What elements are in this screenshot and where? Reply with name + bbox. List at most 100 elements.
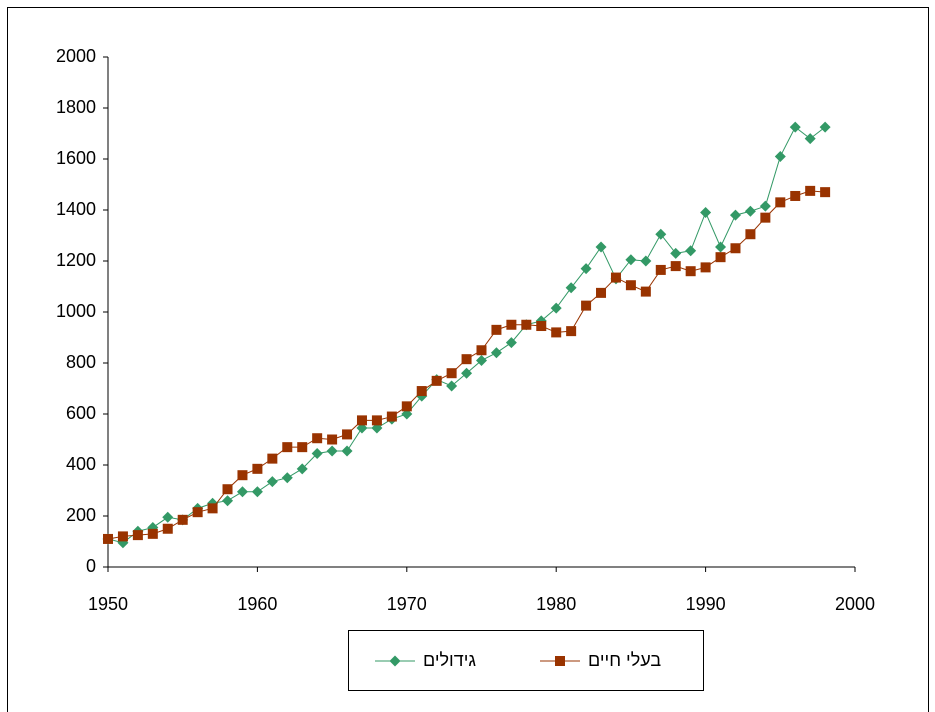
marker-square	[342, 429, 353, 440]
marker-square	[416, 386, 427, 397]
series-line	[107, 126, 826, 544]
marker-square	[596, 287, 607, 298]
marker-square	[790, 190, 801, 201]
legend-label: בעלי חיים	[588, 650, 661, 670]
marker-diamond	[389, 655, 401, 667]
marker-square	[730, 243, 741, 254]
marker-square	[610, 272, 621, 283]
y-tick-label: 1200	[56, 250, 96, 270]
marker-diamond	[341, 445, 353, 457]
marker-square	[147, 528, 158, 539]
x-tick-label: 1950	[88, 594, 128, 614]
marker-diamond	[476, 354, 487, 366]
marker-square	[461, 354, 472, 365]
y-tick-label: 1800	[56, 97, 96, 117]
y-tick-label: 1000	[56, 301, 96, 321]
marker-diamond	[550, 302, 562, 314]
marker-square	[775, 197, 786, 208]
x-tick-label: 2000	[835, 594, 875, 614]
marker-diamond	[625, 254, 637, 266]
marker-diamond	[490, 347, 502, 359]
marker-square	[103, 533, 113, 544]
marker-square	[117, 531, 128, 542]
x-tick-label: 1990	[686, 594, 726, 614]
marker-diamond	[789, 121, 801, 133]
marker-diamond	[685, 245, 697, 257]
marker-square	[536, 321, 547, 332]
marker-square	[267, 453, 278, 464]
y-tick-label: 400	[66, 454, 96, 474]
marker-square	[685, 266, 696, 277]
marker-diamond	[715, 241, 727, 253]
marker-diamond	[774, 150, 786, 162]
x-tick-label: 1960	[237, 594, 277, 614]
marker-diamond	[744, 205, 756, 217]
marker-square	[566, 326, 577, 337]
marker-square	[446, 368, 457, 379]
y-tick-label: 1400	[56, 199, 96, 219]
marker-square	[700, 262, 711, 273]
y-tick-label: 800	[66, 352, 96, 372]
marker-diamond	[461, 367, 473, 379]
marker-square	[356, 415, 367, 426]
marker-square	[237, 470, 248, 481]
marker-diamond	[251, 486, 263, 498]
marker-diamond	[281, 472, 293, 484]
marker-square	[715, 252, 726, 263]
marker-diamond	[222, 495, 234, 507]
y-tick-label: 600	[66, 403, 96, 423]
marker-diamond	[236, 486, 248, 498]
marker-square	[132, 530, 143, 541]
marker-diamond	[670, 247, 682, 259]
marker-square	[297, 442, 308, 453]
marker-square	[386, 411, 397, 422]
marker-diamond	[655, 228, 667, 240]
marker-diamond	[505, 337, 517, 349]
marker-square	[401, 401, 412, 412]
marker-diamond	[700, 207, 712, 219]
marker-square	[760, 212, 771, 223]
marker-square	[222, 484, 233, 495]
marker-square	[491, 324, 502, 335]
marker-diamond	[446, 380, 458, 392]
marker-square	[670, 261, 681, 272]
marker-diamond	[804, 133, 816, 145]
marker-diamond	[580, 263, 592, 275]
marker-diamond	[311, 448, 323, 460]
marker-diamond	[759, 200, 771, 212]
y-tick-label: 1600	[56, 148, 96, 168]
marker-square	[655, 264, 666, 275]
series-line	[107, 190, 826, 540]
marker-diamond	[162, 511, 174, 523]
x-tick-label: 1970	[387, 594, 427, 614]
y-tick-label: 2000	[56, 46, 96, 66]
marker-square	[745, 229, 756, 240]
marker-square	[506, 319, 517, 330]
marker-square	[476, 345, 487, 356]
marker-square	[551, 327, 562, 338]
x-tick-label: 1980	[536, 594, 576, 614]
marker-diamond	[595, 241, 607, 253]
legend-label: גידולים	[423, 650, 476, 670]
marker-square	[177, 514, 188, 525]
marker-square	[162, 523, 173, 534]
marker-diamond	[296, 463, 308, 475]
marker-square	[252, 463, 263, 474]
marker-square	[371, 415, 382, 426]
chart-border	[7, 7, 929, 712]
y-tick-label: 200	[66, 505, 96, 525]
marker-square	[555, 656, 565, 666]
marker-square	[327, 434, 338, 445]
marker-diamond	[565, 282, 577, 294]
marker-square	[192, 507, 203, 518]
marker-diamond	[640, 255, 652, 267]
marker-square	[282, 442, 293, 453]
marker-square	[625, 280, 636, 291]
marker-diamond	[266, 476, 278, 488]
marker-square	[581, 300, 592, 311]
marker-diamond	[729, 209, 741, 221]
marker-diamond	[819, 121, 831, 133]
marker-square	[805, 185, 816, 196]
y-tick-label: 0	[86, 556, 96, 576]
